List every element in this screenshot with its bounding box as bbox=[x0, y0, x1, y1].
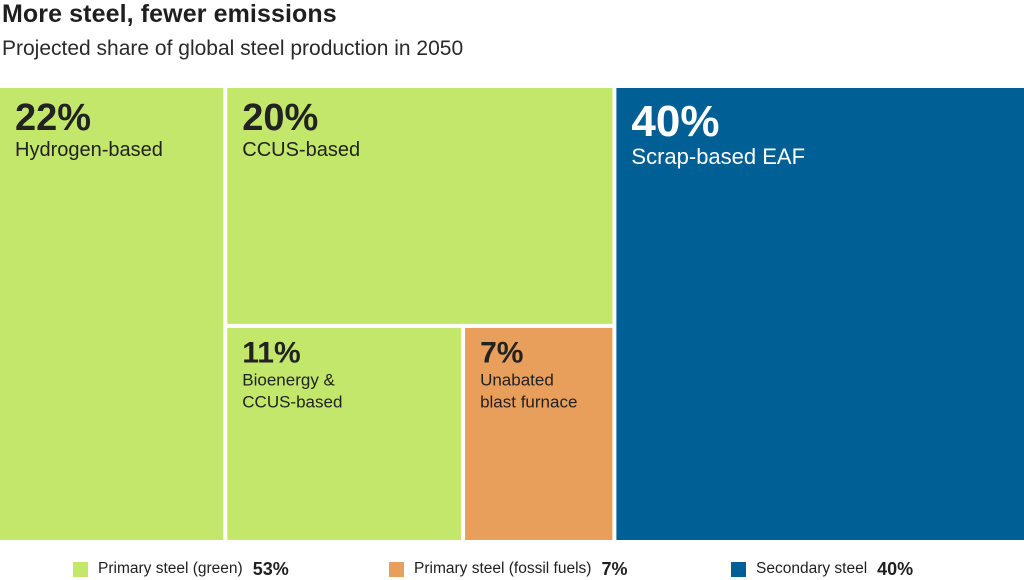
treemap-label-bioenergy-ccus: Bioenergy & CCUS-based bbox=[242, 370, 342, 411]
legend-label-secondary: Secondary steel bbox=[756, 560, 868, 577]
legend-item-secondary: Secondary steel 40% bbox=[731, 558, 913, 580]
chart-title: More steel, fewer emissions bbox=[2, 0, 337, 28]
legend-swatch-secondary bbox=[731, 561, 746, 577]
treemap-label-ccus-based: CCUS-based bbox=[242, 139, 360, 161]
treemap-label-scrap-based-eaf: Scrap-based EAF bbox=[631, 144, 805, 169]
treemap-value-bioenergy-ccus: 11% bbox=[242, 336, 300, 369]
treemap-value-ccus-based: 20% bbox=[242, 97, 318, 139]
legend-swatch-primary-fossil bbox=[389, 561, 404, 577]
legend-label-primary-fossil: Primary steel (fossil fuels) bbox=[414, 560, 592, 577]
treemap-value-hydrogen-based: 22% bbox=[15, 97, 91, 139]
treemap-cell-blast-furnace bbox=[465, 327, 613, 540]
legend-label-primary-green: Primary steel (green) bbox=[98, 560, 243, 577]
treemap-chart: 22%Hydrogen-based 20%CCUS-based 11%Bioener… bbox=[0, 88, 1024, 540]
legend: Primary steel (green) 53% Primary steel … bbox=[0, 558, 1024, 580]
legend-value-primary-green: 53% bbox=[252, 558, 289, 579]
legend-value-secondary: 40% bbox=[877, 558, 914, 579]
treemap-value-blast-furnace: 7% bbox=[480, 336, 523, 369]
treemap-label-blast-furnace: Unabated blast furnace bbox=[480, 370, 577, 411]
legend-item-primary-fossil: Primary steel (fossil fuels) 7% bbox=[389, 558, 627, 580]
treemap-cell-ccus-based bbox=[227, 88, 613, 324]
treemap-cell-bioenergy-ccus bbox=[227, 327, 462, 540]
treemap-cell-scrap-based-eaf bbox=[616, 88, 1024, 540]
treemap-value-scrap-based-eaf: 40% bbox=[631, 97, 719, 146]
legend-value-primary-fossil: 7% bbox=[601, 558, 628, 579]
legend-item-primary-green: Primary steel (green) 53% bbox=[73, 558, 289, 580]
treemap-label-hydrogen-based: Hydrogen-based bbox=[15, 139, 163, 161]
legend-swatch-primary-green bbox=[73, 561, 88, 577]
treemap-cell-hydrogen-based bbox=[0, 88, 224, 540]
chart-subtitle: Projected share of global steel producti… bbox=[2, 37, 464, 60]
